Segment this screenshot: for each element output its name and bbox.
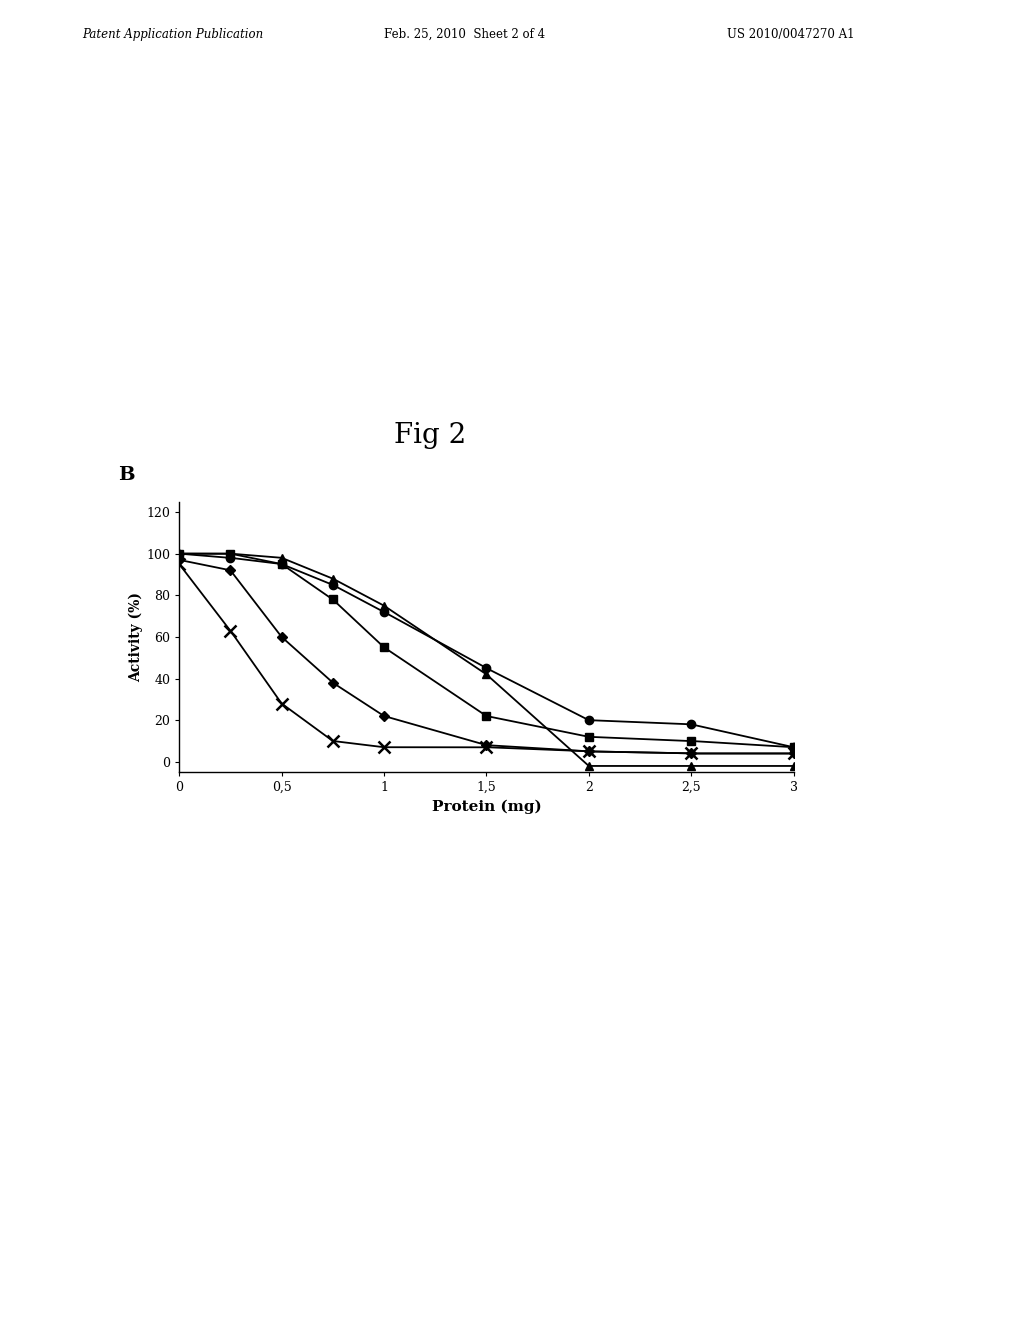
Text: Patent Application Publication: Patent Application Publication bbox=[82, 28, 263, 41]
Text: Feb. 25, 2010  Sheet 2 of 4: Feb. 25, 2010 Sheet 2 of 4 bbox=[384, 28, 545, 41]
X-axis label: Protein (mg): Protein (mg) bbox=[431, 800, 542, 814]
Text: US 2010/0047270 A1: US 2010/0047270 A1 bbox=[727, 28, 855, 41]
Y-axis label: Activity (%): Activity (%) bbox=[129, 591, 143, 682]
Text: Fig 2: Fig 2 bbox=[394, 422, 466, 449]
Text: B: B bbox=[118, 466, 134, 484]
